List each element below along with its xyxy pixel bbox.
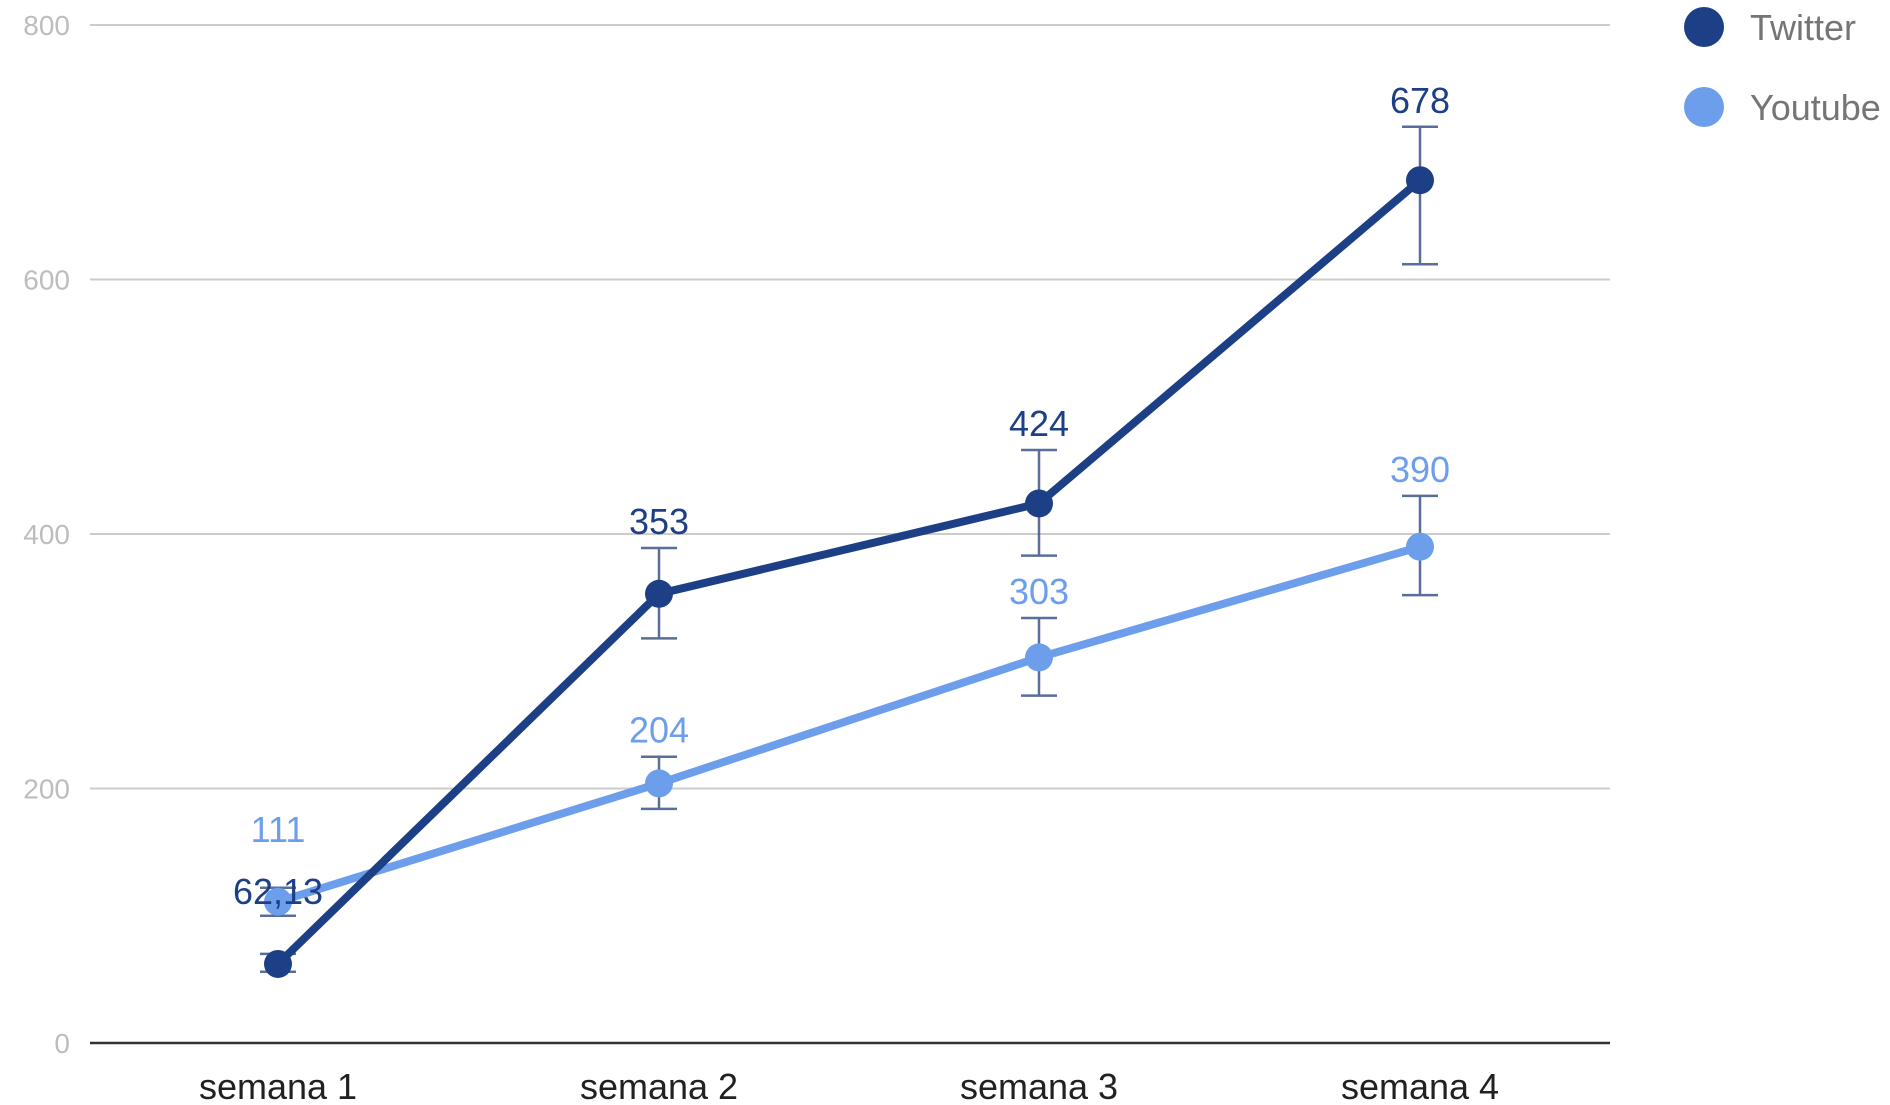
- data-point: [264, 887, 292, 916]
- data-label: 678: [1390, 80, 1450, 121]
- series-twitter: [260, 125, 1438, 978]
- data-point: [1025, 489, 1053, 518]
- gridlines: [90, 24, 1610, 790]
- x-tick-label: semana 4: [1341, 1066, 1499, 1105]
- y-tick-label: 0: [54, 1028, 70, 1059]
- legend-item-youtube: Youtube: [1684, 87, 1881, 128]
- legend-swatch: [1684, 7, 1724, 47]
- error-bar: [1402, 125, 1438, 266]
- data-point: [1406, 166, 1434, 195]
- data-label: 390: [1390, 449, 1450, 490]
- data-label: 111: [251, 809, 306, 850]
- legend-label: Twitter: [1750, 7, 1856, 48]
- data-label: 303: [1009, 571, 1069, 612]
- x-tick-label: semana 1: [199, 1066, 357, 1105]
- series-layer: [260, 125, 1438, 978]
- y-tick-label: 800: [23, 10, 70, 41]
- data-label: 353: [629, 501, 689, 542]
- y-tick-label: 600: [23, 265, 70, 296]
- y-tick-label: 200: [23, 774, 70, 805]
- x-tick-label: semana 2: [580, 1066, 738, 1105]
- series-line: [274, 542, 1424, 906]
- x-tick-label: semana 3: [960, 1066, 1118, 1105]
- legend-item-twitter: Twitter: [1684, 7, 1856, 48]
- series-youtube: [260, 494, 1438, 917]
- data-point: [1406, 532, 1434, 561]
- x-axis: semana 1 semana 2 semana 3 semana 4: [90, 1041, 1610, 1105]
- legend-label: Youtube: [1750, 87, 1881, 128]
- data-label: 204: [629, 710, 689, 751]
- data-point: [645, 769, 673, 798]
- data-point: [1025, 643, 1053, 672]
- data-point: [264, 949, 292, 978]
- data-label: 62,13: [233, 871, 323, 912]
- series-line: [274, 176, 1424, 968]
- legend: Twitter Youtube: [1684, 7, 1881, 128]
- legend-swatch: [1684, 87, 1724, 127]
- y-axis: 0 200 400 600 800: [23, 10, 70, 1059]
- y-tick-label: 400: [23, 519, 70, 550]
- data-point: [645, 579, 673, 608]
- data-labels: 62,13 353 424 678 111 204 303 390: [233, 80, 1450, 912]
- data-label: 424: [1009, 403, 1069, 444]
